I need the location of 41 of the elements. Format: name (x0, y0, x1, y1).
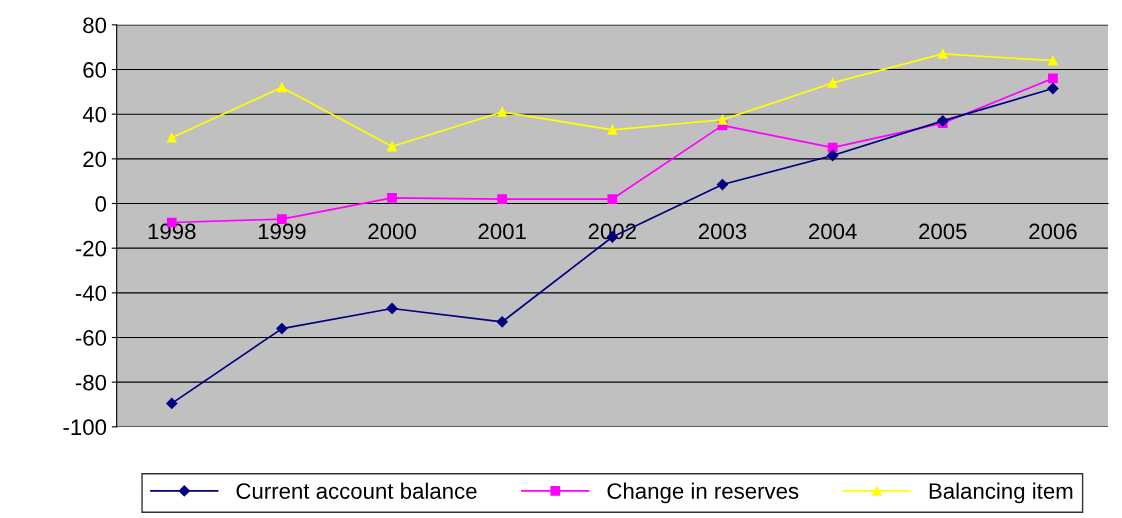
point (387, 193, 397, 203)
x-tick-label: 2004 (809, 223, 857, 240)
y-tick-label: 20 (83, 151, 107, 168)
x-tick-label: 2003 (698, 223, 747, 240)
point (386, 302, 398, 315)
y-tick-label: 60 (83, 62, 107, 78)
point (937, 49, 948, 59)
point (497, 107, 508, 117)
point (607, 194, 618, 204)
legend-label: Current account balance (236, 482, 477, 499)
x-tick-label: 1998 (148, 223, 196, 240)
x-tick-label: 2001 (478, 223, 526, 240)
y-tick-label: -100 (63, 419, 107, 436)
y-tick-label: -20 (75, 240, 107, 257)
x-tick-label: 2005 (919, 223, 967, 240)
point (717, 114, 728, 125)
point (496, 316, 508, 328)
y-tick-label: -60 (75, 330, 107, 346)
point (607, 124, 618, 135)
point (387, 141, 397, 152)
y-tick-label: 80 (83, 17, 107, 34)
y-tick-label: -40 (75, 285, 107, 302)
x-tick-label: 2000 (368, 223, 416, 240)
point (166, 132, 177, 143)
point (276, 322, 288, 335)
point (716, 178, 729, 191)
y-tick-label: -80 (75, 374, 107, 391)
point (277, 82, 287, 93)
point (1048, 55, 1058, 66)
y-tick-label: 0 (95, 196, 107, 212)
point (827, 78, 838, 88)
point (497, 194, 508, 204)
point (166, 397, 178, 409)
x-tick-label: 2006 (1029, 223, 1077, 240)
point (827, 149, 839, 162)
y-tick-label: 40 (82, 106, 107, 123)
legend-label: Change in reserves (607, 482, 799, 504)
legend-label: Balancing item (929, 482, 1073, 504)
point (1047, 82, 1059, 95)
point (1048, 73, 1058, 84)
x-tick-label: 1999 (258, 223, 306, 240)
